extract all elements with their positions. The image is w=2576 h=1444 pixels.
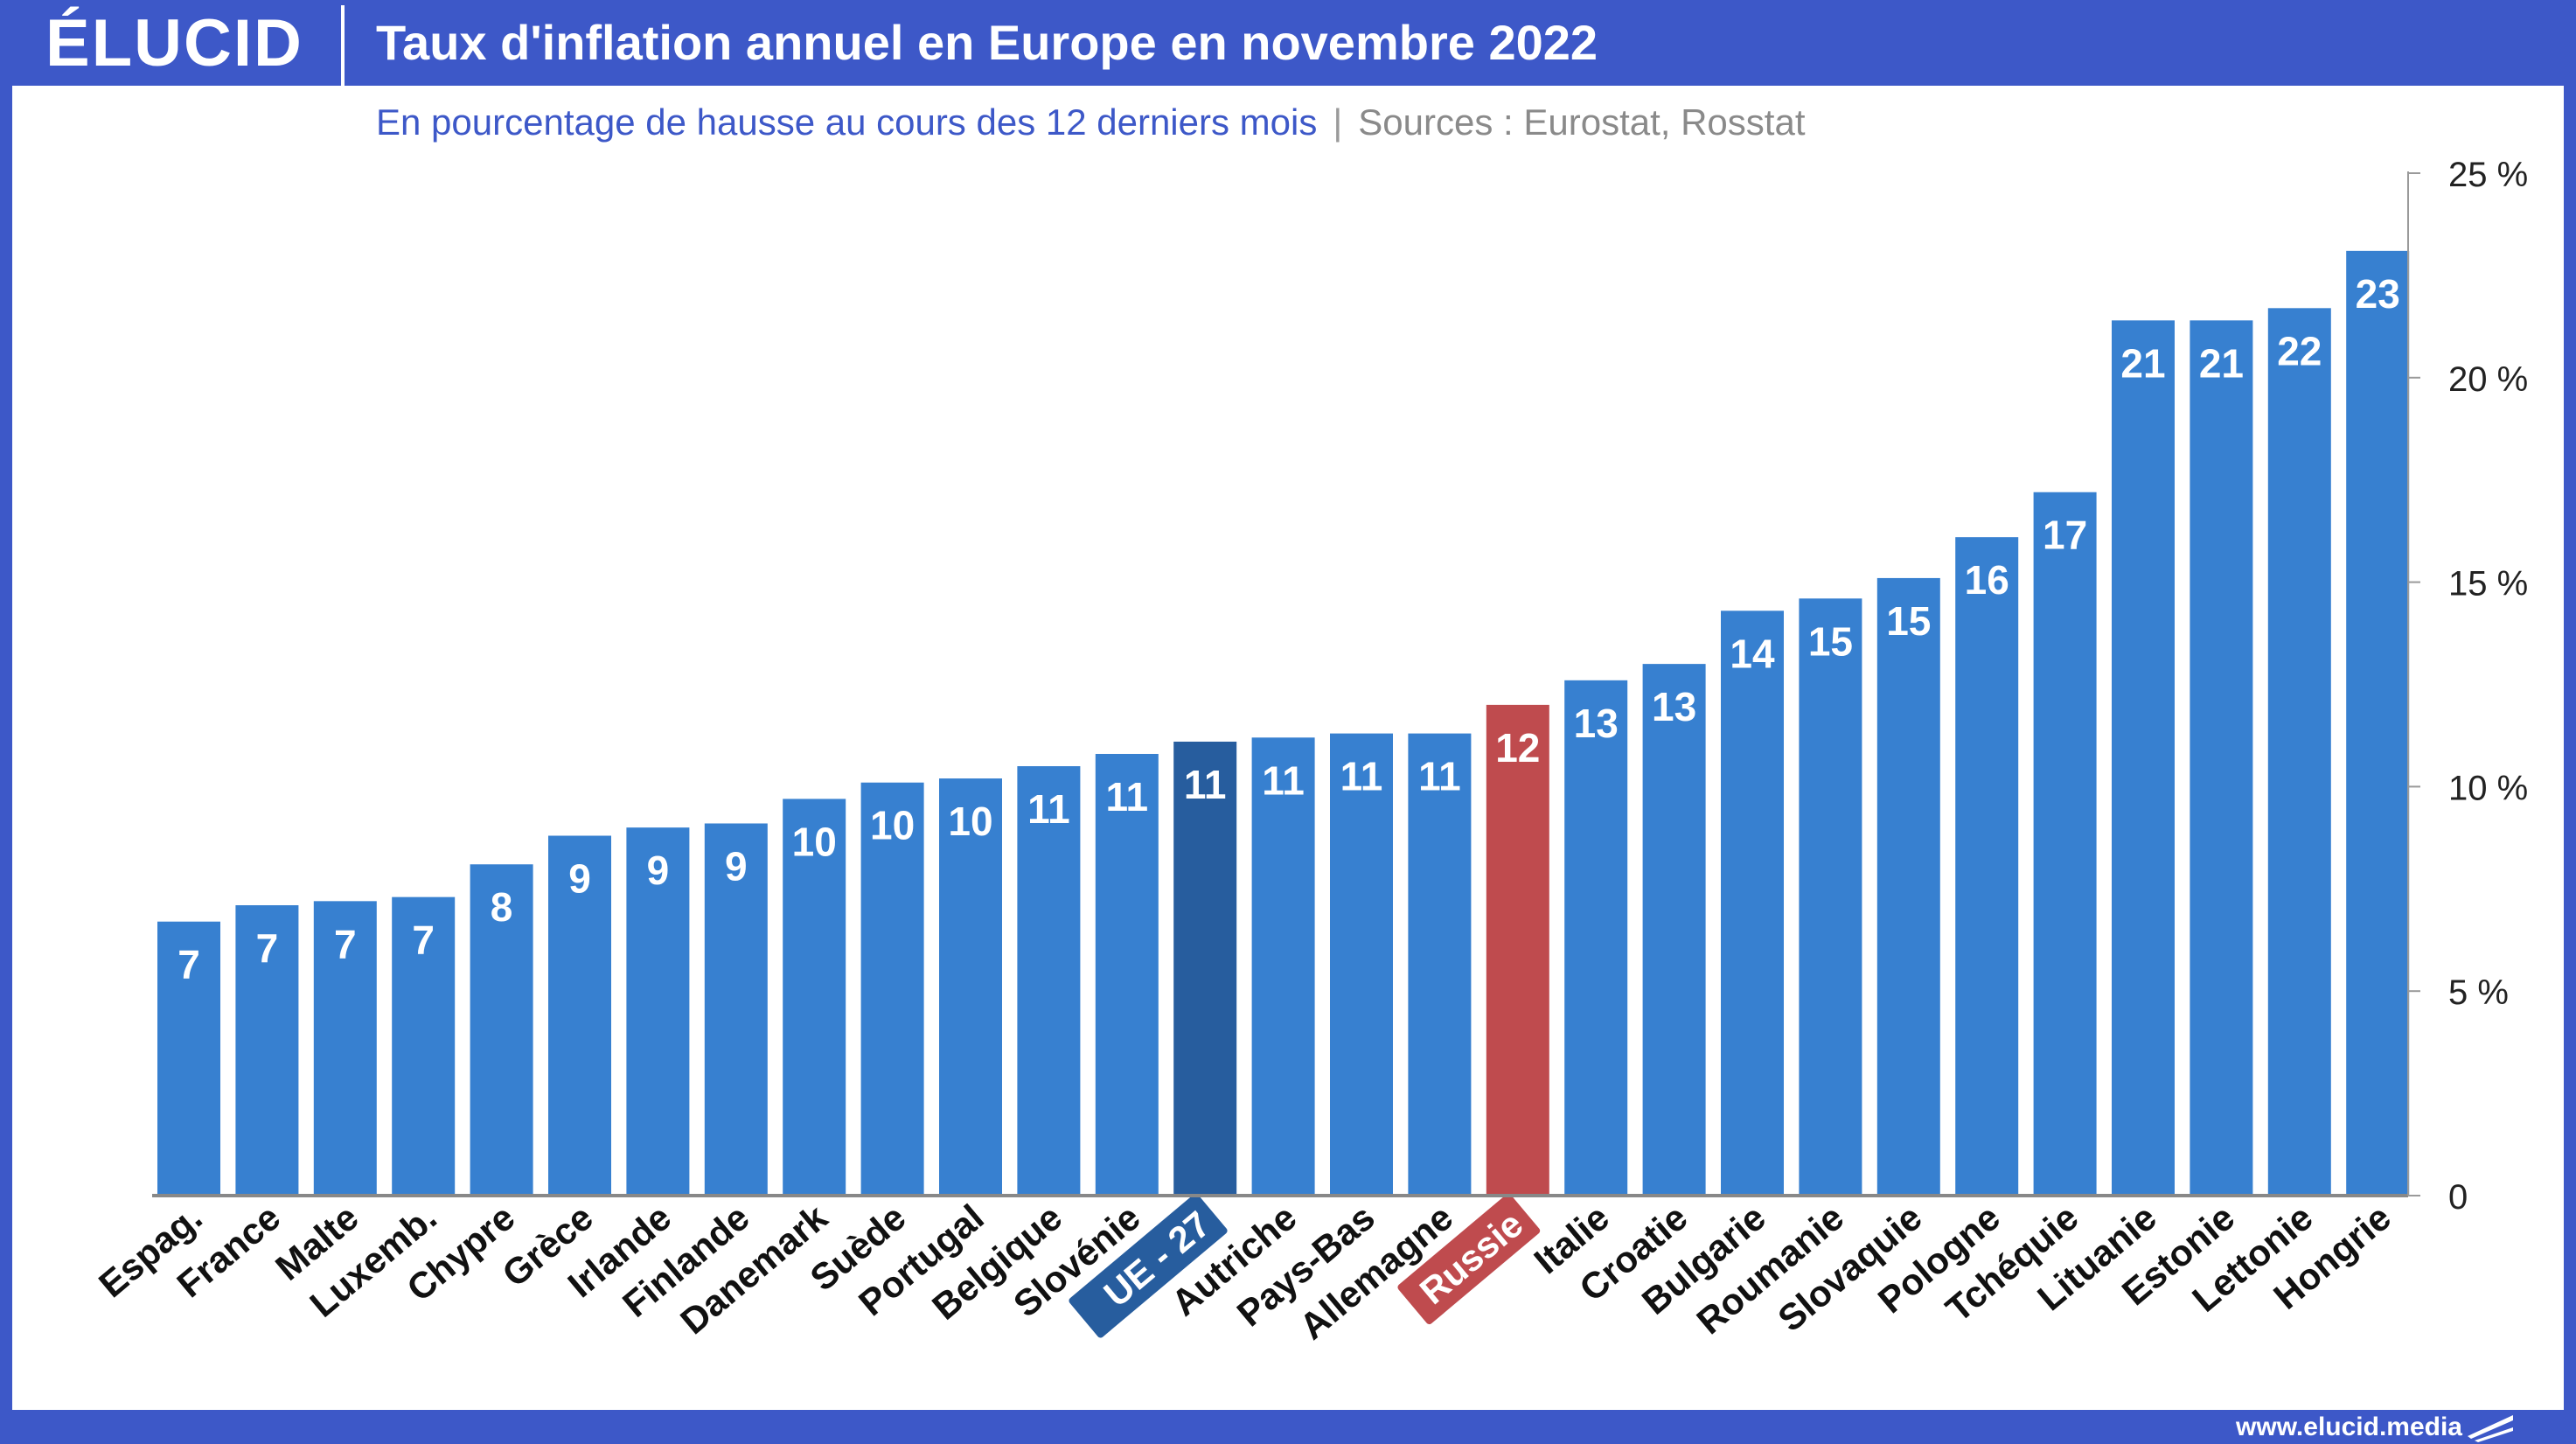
category-label-group: Espag.FranceMalteLuxemb.ChypreGrèceIrlan… — [91, 1193, 2398, 1347]
brand-logo[interactable]: ÉLUCID — [45, 6, 303, 80]
value-label-estonie: 21 — [2199, 340, 2244, 386]
footer-url[interactable]: www.elucid.media — [2236, 1413, 2462, 1441]
bar-luxemb — [392, 896, 456, 1196]
y-tick-label: 25 % — [2448, 156, 2528, 194]
value-label-lituanie: 21 — [2120, 340, 2165, 386]
bar-gr-ce — [548, 835, 611, 1196]
category-badge-ue-27 — [1069, 1193, 1228, 1338]
value-label-portugal: 10 — [948, 799, 992, 844]
bar-bulgarie — [1721, 610, 1784, 1196]
y-tick-label: 10 % — [2448, 769, 2528, 807]
bar-lituanie — [2112, 320, 2175, 1196]
value-label-pays-bas: 11 — [1340, 754, 1383, 799]
y-tick-label: 15 % — [2448, 565, 2528, 603]
bar-estonie — [2190, 320, 2253, 1196]
value-label-malte: 7 — [334, 921, 357, 966]
bar-hongrie — [2346, 250, 2410, 1196]
value-label-autriche: 11 — [1262, 757, 1305, 803]
value-label-allemagne: 11 — [1418, 754, 1461, 799]
footer-bar: www.elucid.media — [0, 1410, 2576, 1444]
bar-malte — [313, 901, 377, 1196]
value-label-pologne: 16 — [1965, 557, 2009, 603]
value-label-danemark: 10 — [792, 819, 837, 864]
subtitle-separator: | — [1333, 101, 1343, 143]
value-label-luxemb: 7 — [412, 917, 435, 963]
value-label-espag: 7 — [178, 942, 200, 987]
value-label-tch-quie: 17 — [2043, 513, 2087, 558]
bar-italie — [1564, 680, 1628, 1196]
bar-russie — [1486, 704, 1549, 1196]
bar-belgique — [1017, 766, 1081, 1196]
chart-subtitle: En pourcentage de hausse au cours des 12… — [376, 98, 1805, 147]
value-label-chypre: 8 — [491, 884, 513, 930]
bar-pologne — [1955, 537, 2019, 1196]
bar-group — [157, 250, 2410, 1196]
value-label-group: 7 7 7 7 8 9 9 9 10 10 10 11 11 11 11 11 11 12 13 13 14 15 15 16… — [178, 271, 2400, 987]
bar-france — [235, 905, 299, 1196]
value-label-slov-nie: 11 — [1105, 774, 1148, 820]
bar-danemark — [783, 799, 846, 1196]
bar-tch-quie — [2033, 492, 2097, 1196]
chart-title: Taux d'inflation annuel en Europe en nov… — [376, 15, 1598, 70]
value-label-gr-ce: 9 — [568, 856, 591, 902]
brand-mark-icon — [2468, 1415, 2513, 1442]
value-label-belgique: 11 — [1027, 786, 1070, 832]
bar-croatie — [1642, 664, 1706, 1196]
value-label-france: 7 — [256, 925, 279, 971]
bar-lettonie — [2267, 308, 2331, 1196]
bar-su-de — [860, 782, 924, 1196]
subtitle-text: En pourcentage de hausse au cours des 12… — [376, 101, 1318, 143]
value-label-bulgarie: 14 — [1730, 631, 1775, 676]
category-badge-russie — [1397, 1193, 1541, 1325]
value-label-croatie: 13 — [1652, 684, 1696, 729]
bar-autriche — [1251, 737, 1315, 1196]
y-tick-label: 0 — [2448, 1178, 2468, 1217]
header-divider — [341, 5, 345, 86]
bar-irlande — [626, 827, 690, 1196]
y-axis: 0 5 % 10 % 15 % 20 % 25 % — [152, 156, 2528, 1217]
bar-finlande — [704, 823, 768, 1196]
bar-allemagne — [1408, 733, 1472, 1196]
value-label-finlande: 9 — [725, 843, 748, 889]
y-tick-label: 5 % — [2448, 973, 2509, 1012]
bar-roumanie — [1799, 598, 1862, 1196]
header-bar: ÉLUCID Taux d'inflation annuel en Europe… — [0, 0, 2576, 86]
bar-pays-bas — [1330, 733, 1393, 1196]
bar-slov-nie — [1095, 753, 1159, 1196]
y-tick-label: 20 % — [2448, 360, 2528, 399]
value-label-russie: 12 — [1495, 725, 1540, 771]
bar-ue-27 — [1173, 741, 1237, 1196]
value-label-lettonie: 22 — [2277, 328, 2322, 373]
bar-portugal — [939, 778, 1002, 1196]
bar-chypre — [470, 864, 533, 1196]
value-label-roumanie: 15 — [1808, 618, 1853, 664]
bar-slovaquie — [1876, 577, 1940, 1196]
value-label-slovaquie: 15 — [1886, 598, 1931, 644]
value-label-hongrie: 23 — [2356, 271, 2400, 317]
value-label-italie: 13 — [1574, 701, 1619, 746]
sources-text: Sources : Eurostat, Rosstat — [1358, 101, 1806, 143]
value-label-ue-27: 11 — [1184, 762, 1227, 807]
bar-espag — [157, 921, 220, 1196]
value-label-su-de: 10 — [870, 803, 915, 848]
value-label-irlande: 9 — [647, 848, 670, 893]
